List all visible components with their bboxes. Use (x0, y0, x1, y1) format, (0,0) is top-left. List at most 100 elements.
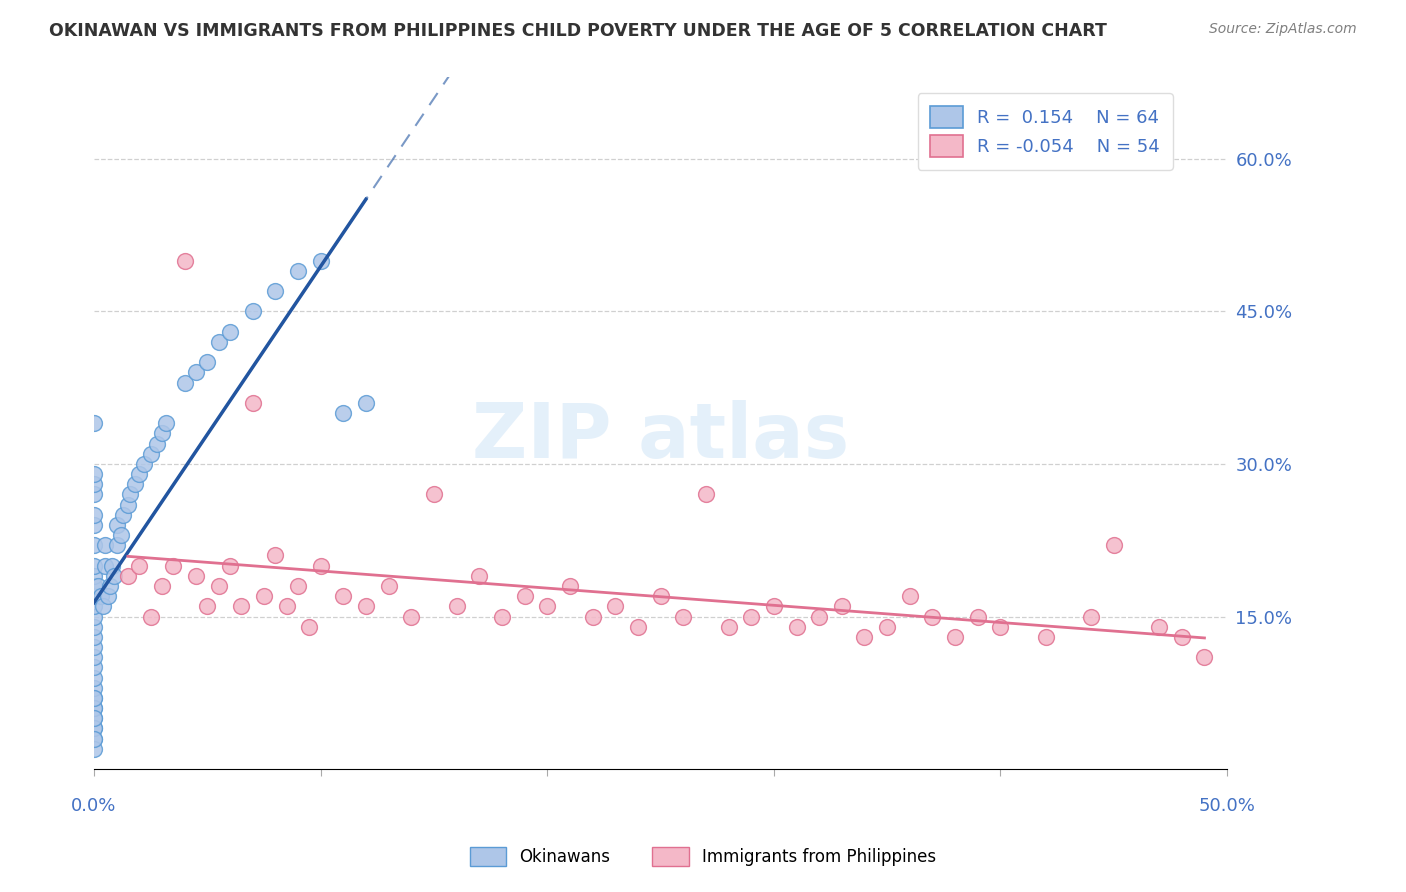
Point (83, 711, 105, 725)
Point (536, 599, 558, 614)
Point (287, 579, 309, 593)
Point (173, 376, 195, 390)
Point (83, 701, 105, 715)
Point (87, 579, 110, 593)
Point (94, 538, 117, 552)
Text: ZIP atlas: ZIP atlas (472, 401, 849, 474)
Point (264, 284, 287, 298)
Point (195, 599, 218, 614)
Point (717, 620, 740, 634)
Point (83, 558, 105, 573)
Point (139, 609, 162, 624)
Point (786, 620, 808, 634)
Point (83, 538, 105, 552)
Point (231, 599, 253, 614)
Point (83, 690, 105, 705)
Point (332, 589, 354, 603)
Point (146, 436, 169, 450)
Point (83, 681, 105, 695)
Point (128, 558, 150, 573)
Text: OKINAWAN VS IMMIGRANTS FROM PHILIPPINES CHILD POVERTY UNDER THE AGE OF 5 CORRELA: OKINAWAN VS IMMIGRANTS FROM PHILIPPINES … (49, 22, 1107, 40)
Text: 0.0%: 0.0% (72, 797, 117, 814)
Point (83, 620, 105, 634)
Point (83, 741, 105, 756)
Point (1080, 609, 1102, 624)
Point (124, 477, 146, 491)
Point (605, 599, 627, 614)
Point (83, 640, 105, 654)
Point (207, 579, 229, 593)
Point (83, 569, 105, 583)
Point (112, 508, 135, 522)
Point (1035, 630, 1057, 644)
Point (83, 589, 105, 603)
Point (83, 508, 105, 522)
Point (101, 558, 124, 573)
Legend: Okinawans, Immigrants from Philippines: Okinawans, Immigrants from Philippines (463, 840, 943, 873)
Point (1194, 650, 1216, 665)
Point (184, 365, 207, 379)
Point (253, 589, 276, 603)
Point (83, 650, 105, 665)
Point (83, 731, 105, 746)
Point (150, 426, 173, 441)
Point (83, 722, 105, 736)
Point (219, 325, 242, 339)
Point (83, 671, 105, 685)
Point (139, 447, 162, 461)
Point (117, 569, 139, 583)
Point (98, 579, 121, 593)
Point (1147, 620, 1170, 634)
Point (103, 569, 125, 583)
Point (1102, 538, 1125, 552)
Point (242, 396, 264, 410)
Point (105, 538, 128, 552)
Point (309, 253, 332, 268)
Point (83, 711, 105, 725)
Point (876, 620, 898, 634)
Point (83, 518, 105, 533)
Point (740, 609, 762, 624)
Point (162, 558, 184, 573)
Point (120, 487, 142, 501)
Point (943, 630, 966, 644)
Point (173, 253, 195, 268)
Point (990, 620, 1012, 634)
Point (184, 569, 207, 583)
Text: 50.0%: 50.0% (1199, 797, 1256, 814)
Point (513, 589, 536, 603)
Point (808, 609, 831, 624)
Point (207, 334, 229, 349)
Point (354, 599, 377, 614)
Point (491, 609, 513, 624)
Point (377, 579, 399, 593)
Point (219, 558, 242, 573)
Point (1171, 630, 1194, 644)
Point (627, 620, 650, 634)
Point (242, 304, 264, 318)
Point (558, 579, 581, 593)
Point (853, 630, 876, 644)
Point (287, 263, 309, 277)
Point (332, 406, 354, 420)
Point (581, 609, 603, 624)
Point (468, 569, 491, 583)
Point (276, 599, 298, 614)
Text: Source: ZipAtlas.com: Source: ZipAtlas.com (1209, 22, 1357, 37)
Point (83, 487, 105, 501)
Point (83, 477, 105, 491)
Point (150, 579, 173, 593)
Point (83, 701, 105, 715)
Point (446, 599, 468, 614)
Point (264, 549, 287, 563)
Point (298, 620, 321, 634)
Point (83, 417, 105, 431)
Legend: R =  0.154    N = 64, R = -0.054    N = 54: R = 0.154 N = 64, R = -0.054 N = 54 (918, 94, 1173, 170)
Point (423, 487, 446, 501)
Point (195, 355, 218, 369)
Point (117, 498, 139, 512)
Point (762, 599, 785, 614)
Point (83, 690, 105, 705)
Point (94, 558, 117, 573)
Point (831, 599, 853, 614)
